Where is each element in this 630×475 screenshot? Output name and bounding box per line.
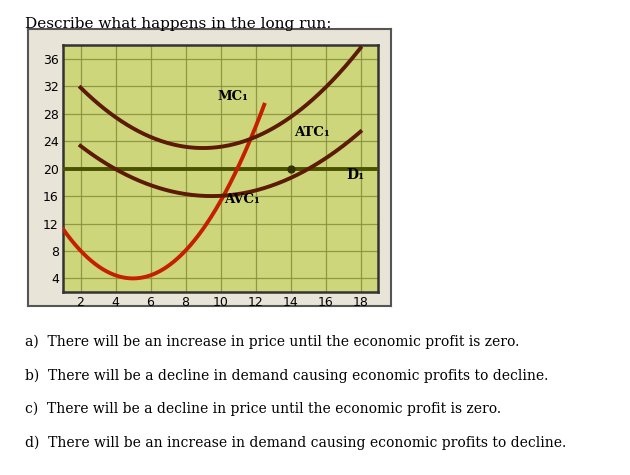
- Text: c)  There will be a decline in price until the economic profit is zero.: c) There will be a decline in price unti…: [25, 401, 501, 416]
- Text: MC₁: MC₁: [217, 90, 248, 103]
- Text: Describe what happens in the long run:: Describe what happens in the long run:: [25, 17, 332, 30]
- Text: AVC₁: AVC₁: [224, 193, 260, 206]
- Text: d)  There will be an increase in demand causing economic profits to decline.: d) There will be an increase in demand c…: [25, 436, 566, 450]
- Text: b)  There will be a decline in demand causing economic profits to decline.: b) There will be a decline in demand cau…: [25, 368, 549, 382]
- Text: a)  There will be an increase in price until the economic profit is zero.: a) There will be an increase in price un…: [25, 335, 520, 349]
- Text: D₁: D₁: [346, 169, 365, 182]
- Text: ATC₁: ATC₁: [294, 126, 329, 139]
